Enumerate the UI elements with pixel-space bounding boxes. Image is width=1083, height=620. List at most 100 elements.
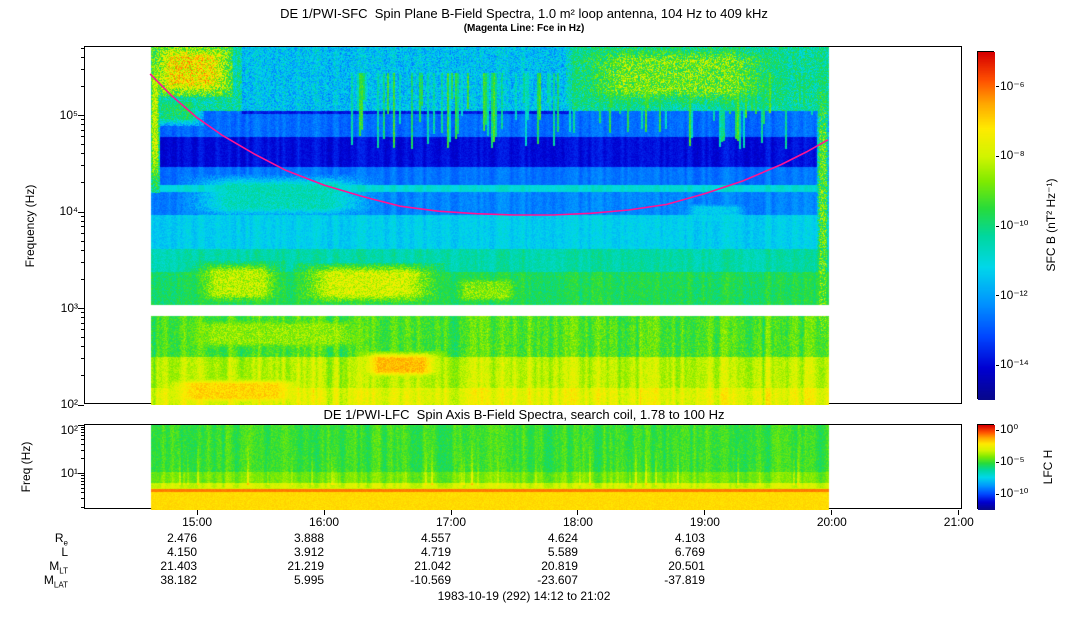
time-tick-mark <box>831 510 833 515</box>
lfc-title: DE 1/PWI-LFC Spin Axis B-Field Spectra, … <box>323 407 725 422</box>
freq-tick-mark <box>81 124 84 126</box>
freq-tick-mark <box>81 226 84 228</box>
freq-tick-mark <box>81 487 84 489</box>
sfc-colorbar-tick-label: 10⁻⁸ <box>1000 148 1025 163</box>
ephemeris-value: 4.557 <box>420 531 451 545</box>
freq-tick-mark <box>81 261 84 263</box>
freq-tick-mark <box>81 165 84 167</box>
freq-tick-mark <box>81 507 84 509</box>
time-tick-mark <box>196 510 198 515</box>
freq-tick-mark <box>81 85 84 87</box>
lfc-colorbar-tick-label: 10⁻¹⁰ <box>1000 486 1029 501</box>
freq-tick-mark <box>81 439 84 441</box>
freq-tick-mark <box>81 68 84 70</box>
sfc-colorbar-label: SFC B (nT² Hz⁻¹) <box>1044 178 1058 272</box>
freq-tick-mark <box>81 449 84 451</box>
ephemeris-value: -23.607 <box>537 573 578 587</box>
freq-tick-mark <box>81 312 84 314</box>
freq-tick-mark <box>81 215 84 217</box>
lfc-colorbar-tick-mark <box>996 461 999 463</box>
freq-tick-mark <box>81 47 84 49</box>
freq-tick-mark <box>81 119 84 121</box>
time-tick-label: 19:00 <box>689 515 720 529</box>
freq-tick-mark <box>81 432 84 434</box>
lfc-colorbar-tick-label: 10⁻⁵ <box>1000 454 1025 469</box>
freq-tick-mark <box>78 211 84 213</box>
sfc-colorbar-tick-mark <box>996 86 999 88</box>
freq-tick-mark <box>81 492 84 494</box>
freq-tick-mark <box>78 473 84 475</box>
sfc-spectrogram-canvas <box>85 47 963 405</box>
ephemeris-value: -10.569 <box>410 573 451 587</box>
ephemeris-value: 4.150 <box>167 545 198 559</box>
ephemeris-value: 20.501 <box>668 559 705 573</box>
freq-tick-mark <box>81 182 84 184</box>
sfc-colorbar-canvas <box>978 52 995 400</box>
freq-tick-mark <box>81 144 84 146</box>
freq-tick-mark <box>81 129 84 131</box>
freq-tick-mark <box>81 232 84 234</box>
freq-tick-mark <box>81 322 84 324</box>
sfc-colorbar-tick-label: 10⁻⁶ <box>1000 78 1025 93</box>
freq-tick-mark <box>81 329 84 331</box>
ephemeris-value: 4.103 <box>674 531 705 545</box>
freq-tick-mark <box>78 115 84 116</box>
lfc-colorbar-tick-mark <box>996 429 999 431</box>
freq-tick-mark <box>78 308 84 309</box>
ephemeris-value: 21.403 <box>160 559 198 573</box>
freq-tick-mark <box>81 220 84 222</box>
freq-tick-mark <box>81 153 84 155</box>
time-tick-mark <box>323 510 325 515</box>
ephemeris-value: -37.819 <box>664 573 705 587</box>
ephemeris-value: 20.819 <box>541 559 578 573</box>
time-tick-mark <box>450 510 452 515</box>
freq-tick-mark <box>81 358 84 360</box>
time-tick-label: 16:00 <box>309 515 340 529</box>
ephemeris-value: 5.589 <box>547 545 578 559</box>
time-tick-label: 17:00 <box>435 515 467 529</box>
ephemeris-value: 3.888 <box>294 531 325 545</box>
freq-tick-mark <box>81 426 84 428</box>
freq-tick-label: 10² <box>60 423 78 437</box>
freq-tick-mark <box>78 404 84 406</box>
sfc-colorbar-tick-label: 10⁻¹² <box>1000 287 1028 302</box>
freq-tick-mark <box>81 435 84 437</box>
freq-tick-mark <box>81 337 84 339</box>
time-tick-mark <box>704 510 706 515</box>
freq-tick-mark <box>81 346 84 348</box>
ephemeris-value: 4.719 <box>420 545 451 559</box>
freq-tick-mark <box>81 240 84 242</box>
sfc-colorbar-tick-mark <box>996 295 999 297</box>
freq-tick-mark <box>81 498 84 500</box>
footer-date-range: 1983-10-19 (292) 14:12 to 21:02 <box>437 589 611 603</box>
freq-tick-mark <box>81 56 84 58</box>
freq-tick-label: 10¹ <box>60 465 78 480</box>
lfc-plot-area <box>84 424 963 510</box>
sfc-colorbar-tick-mark <box>996 225 999 227</box>
time-tick-label: 15:00 <box>182 515 213 529</box>
lfc-y-axis-label: Freq (Hz) <box>19 441 33 493</box>
sfc-colorbar <box>977 51 995 400</box>
freq-tick-label: 10³ <box>60 300 78 315</box>
sfc-title: DE 1/PWI-SFC Spin Plane B-Field Spectra,… <box>280 6 768 21</box>
ephemeris-value: 21.219 <box>287 559 325 573</box>
sfc-subtitle: (Magenta Line: Fce in Hz) <box>463 23 585 34</box>
freq-tick-mark <box>81 475 84 477</box>
lfc-colorbar-canvas <box>978 425 995 510</box>
sfc-y-axis-label: Frequency (Hz) <box>23 184 37 268</box>
sfc-colorbar-tick-label: 10⁻¹⁰ <box>1000 218 1029 232</box>
freq-tick-mark <box>81 443 84 445</box>
ephemeris-value: 3.912 <box>294 545 325 559</box>
lfc-colorbar-tick-label: 10⁰ <box>1000 422 1019 437</box>
time-tick-label: 20:00 <box>816 515 847 529</box>
ephemeris-value: 5.995 <box>294 573 325 587</box>
freq-tick-mark <box>81 278 84 280</box>
ephemeris-row-label: L <box>61 545 68 559</box>
lfc-spectrogram-canvas <box>85 425 963 510</box>
ephemeris-row-label: MLAT <box>43 573 68 590</box>
ephemeris-row-label: Re <box>54 531 68 548</box>
lfc-colorbar <box>977 424 995 510</box>
ephemeris-value: 38.182 <box>160 573 198 587</box>
sfc-colorbar-tick-mark <box>996 155 999 157</box>
freq-tick-label: 10² <box>60 397 78 411</box>
